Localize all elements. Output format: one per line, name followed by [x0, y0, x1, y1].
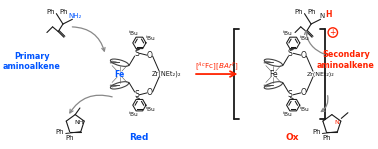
Text: O: O [301, 88, 307, 97]
Text: Red: Red [129, 133, 148, 142]
Text: O: O [301, 51, 307, 60]
Text: Ox: Ox [285, 133, 299, 142]
Text: Zr(NEt₂)₂: Zr(NEt₂)₂ [152, 71, 181, 77]
Text: Ph: Ph [322, 135, 330, 141]
FancyArrowPatch shape [72, 27, 105, 51]
FancyArrowPatch shape [321, 96, 328, 111]
Text: $^t$Bu: $^t$Bu [145, 105, 156, 114]
Text: Ph: Ph [65, 135, 74, 141]
Text: Fe: Fe [269, 70, 278, 79]
Text: NH: NH [74, 120, 84, 125]
Text: S: S [288, 90, 293, 99]
Text: $^t$Bu: $^t$Bu [128, 29, 139, 38]
Text: $^t$Bu: $^t$Bu [128, 110, 139, 119]
Text: $^t$Bu: $^t$Bu [282, 29, 293, 38]
Text: S: S [134, 90, 139, 99]
Text: $^t$Bu: $^t$Bu [145, 34, 156, 43]
Text: Ph: Ph [60, 9, 68, 15]
Text: Ph: Ph [294, 9, 303, 15]
Text: S: S [134, 49, 139, 58]
FancyArrowPatch shape [70, 95, 112, 113]
Text: Zr(NEt₂)₂: Zr(NEt₂)₂ [307, 72, 335, 77]
Text: N: N [334, 120, 339, 125]
Text: O: O [147, 88, 153, 97]
Text: H: H [325, 10, 332, 19]
Text: Ph: Ph [308, 9, 316, 15]
Text: $[^{Ac}$Fc$][BAr^F]$: $[^{Ac}$Fc$][BAr^F]$ [195, 60, 239, 73]
FancyArrowPatch shape [305, 31, 325, 54]
Text: Ph: Ph [46, 9, 55, 15]
Text: S: S [288, 49, 293, 58]
Text: $^t$Bu: $^t$Bu [299, 105, 310, 114]
Text: +: + [330, 28, 336, 37]
Text: O: O [147, 51, 153, 60]
Text: Ph: Ph [56, 129, 64, 135]
Text: Secondary
aminoalkene: Secondary aminoalkene [317, 50, 375, 70]
Text: $^t$Bu: $^t$Bu [299, 34, 310, 43]
Text: N: N [320, 13, 325, 20]
Text: $^t$Bu: $^t$Bu [282, 110, 293, 119]
Text: Fe: Fe [115, 70, 125, 79]
Text: Primary
aminoalkene: Primary aminoalkene [3, 52, 61, 72]
Text: Ph: Ph [313, 129, 321, 135]
Text: NH₂: NH₂ [68, 13, 82, 20]
